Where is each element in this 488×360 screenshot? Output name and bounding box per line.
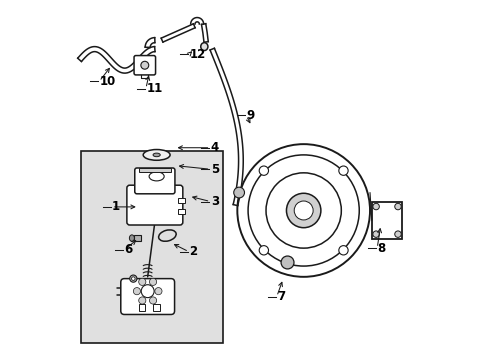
Text: 10: 10 xyxy=(100,75,116,88)
Text: 4: 4 xyxy=(210,141,219,154)
FancyBboxPatch shape xyxy=(121,279,174,315)
Circle shape xyxy=(139,297,145,304)
Text: 9: 9 xyxy=(246,109,254,122)
Ellipse shape xyxy=(144,169,168,184)
Text: 3: 3 xyxy=(210,195,219,208)
Circle shape xyxy=(394,203,400,210)
Circle shape xyxy=(233,187,244,198)
Circle shape xyxy=(338,166,347,175)
Ellipse shape xyxy=(143,149,170,160)
Text: 2: 2 xyxy=(189,245,197,258)
Ellipse shape xyxy=(129,235,134,241)
Bar xyxy=(371,202,402,239)
FancyBboxPatch shape xyxy=(135,168,175,194)
Text: 7: 7 xyxy=(277,290,285,303)
Bar xyxy=(178,209,185,214)
Circle shape xyxy=(155,288,162,295)
Circle shape xyxy=(259,166,268,175)
Bar xyxy=(134,235,140,241)
Circle shape xyxy=(133,288,140,295)
Circle shape xyxy=(149,278,156,285)
Bar xyxy=(139,305,145,311)
Circle shape xyxy=(265,173,341,248)
Circle shape xyxy=(286,193,320,228)
Circle shape xyxy=(149,297,156,304)
Circle shape xyxy=(281,256,293,269)
FancyBboxPatch shape xyxy=(134,55,155,75)
Ellipse shape xyxy=(131,277,135,280)
Bar xyxy=(139,168,171,172)
Bar xyxy=(153,305,159,311)
Text: 12: 12 xyxy=(189,48,205,61)
Circle shape xyxy=(338,246,347,255)
Bar xyxy=(81,151,223,343)
Ellipse shape xyxy=(153,153,160,157)
Ellipse shape xyxy=(141,61,148,69)
Text: 11: 11 xyxy=(146,82,162,95)
Circle shape xyxy=(139,278,145,285)
Ellipse shape xyxy=(149,172,164,181)
Circle shape xyxy=(247,155,359,266)
Circle shape xyxy=(372,231,379,237)
Ellipse shape xyxy=(201,42,207,50)
Circle shape xyxy=(294,201,312,220)
Text: 1: 1 xyxy=(112,201,120,213)
Circle shape xyxy=(372,203,379,210)
Circle shape xyxy=(237,144,369,277)
Circle shape xyxy=(259,246,268,255)
Text: 8: 8 xyxy=(377,242,385,255)
Text: 6: 6 xyxy=(124,243,133,256)
Bar xyxy=(178,198,185,203)
Ellipse shape xyxy=(129,275,137,282)
Circle shape xyxy=(141,285,154,298)
FancyBboxPatch shape xyxy=(126,185,183,225)
Circle shape xyxy=(394,231,400,237)
Text: 5: 5 xyxy=(210,163,219,176)
